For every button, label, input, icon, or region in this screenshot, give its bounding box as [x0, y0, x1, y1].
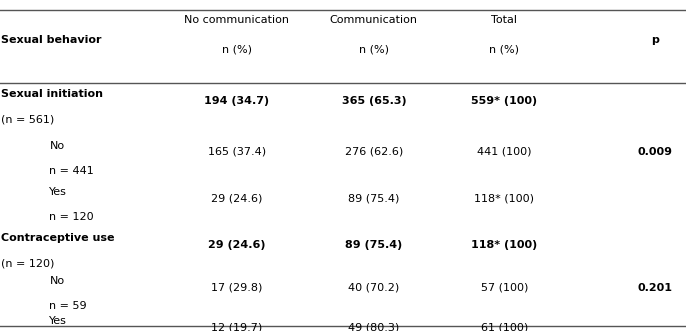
Text: Sexual behavior: Sexual behavior [1, 35, 102, 45]
Text: 365 (65.3): 365 (65.3) [342, 96, 406, 106]
Text: 89 (75.4): 89 (75.4) [345, 240, 403, 250]
Text: 194 (34.7): 194 (34.7) [204, 96, 269, 106]
Text: (n = 561): (n = 561) [1, 114, 55, 124]
Text: n = 441: n = 441 [49, 166, 94, 175]
Text: 0.009: 0.009 [637, 147, 673, 157]
Text: 57 (100): 57 (100) [480, 283, 528, 293]
Text: Communication: Communication [330, 15, 418, 25]
Text: p: p [651, 35, 659, 45]
Text: 0.201: 0.201 [637, 283, 673, 293]
Text: 118* (100): 118* (100) [474, 193, 534, 203]
Text: Yes: Yes [49, 187, 67, 197]
Text: 29 (24.6): 29 (24.6) [211, 193, 262, 203]
Text: n (%): n (%) [222, 45, 252, 55]
Text: 40 (70.2): 40 (70.2) [348, 283, 399, 293]
Text: 12 (19.7): 12 (19.7) [211, 322, 262, 331]
Text: 559* (100): 559* (100) [471, 96, 537, 106]
Text: 29 (24.6): 29 (24.6) [208, 240, 265, 250]
Text: n (%): n (%) [489, 45, 519, 55]
Text: 118* (100): 118* (100) [471, 240, 537, 250]
Text: No: No [49, 276, 64, 286]
Text: 165 (37.4): 165 (37.4) [208, 147, 265, 157]
Text: 89 (75.4): 89 (75.4) [348, 193, 399, 203]
Text: 49 (80.3): 49 (80.3) [348, 322, 399, 331]
Text: (n = 120): (n = 120) [1, 258, 55, 268]
Text: Contraceptive use: Contraceptive use [1, 233, 115, 243]
Text: 17 (29.8): 17 (29.8) [211, 283, 262, 293]
Text: 441 (100): 441 (100) [477, 147, 532, 157]
Text: 61 (100): 61 (100) [481, 322, 528, 331]
Text: n = 120: n = 120 [49, 212, 94, 222]
Text: n (%): n (%) [359, 45, 389, 55]
Text: n = 59: n = 59 [49, 301, 87, 311]
Text: Yes: Yes [49, 316, 67, 326]
Text: Total: Total [491, 15, 517, 25]
Text: 276 (62.6): 276 (62.6) [345, 147, 403, 157]
Text: No communication: No communication [184, 15, 289, 25]
Text: Sexual initiation: Sexual initiation [1, 89, 104, 99]
Text: No: No [49, 141, 64, 151]
